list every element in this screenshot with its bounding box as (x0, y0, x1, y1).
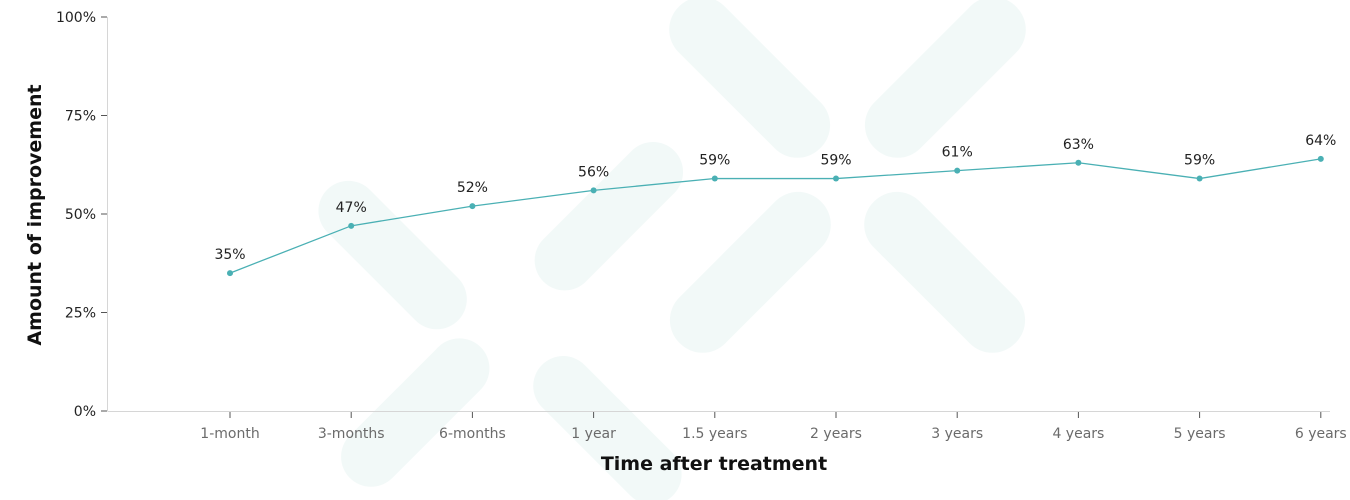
x-ticks: 1-month 3-months 6-months 1 year 1.5 years 2 … (200, 412, 1347, 442)
data-label: 59% (1184, 153, 1215, 169)
x-tick-label: 5 years (1174, 426, 1226, 442)
data-point (348, 222, 355, 229)
x-tick-label: 2 years (810, 426, 862, 442)
x-tick-label: 4 years (1052, 426, 1104, 442)
x-tick-label: 1-month (200, 426, 259, 442)
watermark-bar (534, 141, 684, 291)
data-points (227, 155, 1324, 277)
watermark-bar (864, 0, 1026, 158)
x-tick-label: 1 year (571, 426, 616, 442)
y-axis-title: Amount of improvement (24, 84, 46, 345)
watermark-bar (669, 191, 831, 353)
data-label: 52% (457, 180, 488, 196)
data-label: 59% (820, 153, 851, 169)
watermark-bar (341, 338, 490, 487)
y-tick-label: 100% (56, 10, 96, 26)
x-tick-label: 1.5 years (682, 426, 747, 442)
watermark-bar (533, 356, 682, 500)
y-tick-label: 25% (65, 306, 96, 322)
data-point (954, 167, 961, 174)
data-label: 64% (1305, 133, 1336, 149)
data-point (1196, 175, 1203, 182)
x-tick-label: 6-months (439, 426, 506, 442)
data-label: 61% (942, 145, 973, 161)
x-tick-label: 3-months (318, 426, 385, 442)
y-ticks: 0% 25% 50% 75% 100% (56, 10, 107, 420)
x-tick-label: 6 years (1295, 426, 1347, 442)
data-point (1317, 155, 1324, 162)
y-tick-label: 0% (74, 404, 96, 420)
data-point (469, 203, 476, 210)
data-label: 35% (214, 247, 245, 263)
data-labels: 35% 47% 52% 56% 59% 59% 61% 63% 59% 64% (214, 133, 1336, 263)
data-point (227, 270, 233, 277)
series-line (229, 158, 1321, 274)
data-point (1075, 159, 1082, 166)
x-tick-label: 3 years (931, 426, 983, 442)
data-label: 63% (1063, 137, 1094, 153)
watermark-bar (864, 191, 1026, 353)
data-label: 47% (336, 200, 367, 216)
watermark-logo (318, 0, 1026, 500)
data-label: 59% (699, 153, 730, 169)
data-label: 56% (578, 164, 609, 180)
data-point (711, 175, 718, 182)
y-tick-label: 75% (65, 109, 96, 125)
y-tick-label: 50% (65, 207, 96, 223)
watermark-bar (318, 180, 467, 330)
x-axis-title: Time after treatment (601, 453, 827, 475)
data-point (590, 187, 597, 194)
watermark-bar (669, 0, 831, 158)
data-point (833, 175, 839, 182)
